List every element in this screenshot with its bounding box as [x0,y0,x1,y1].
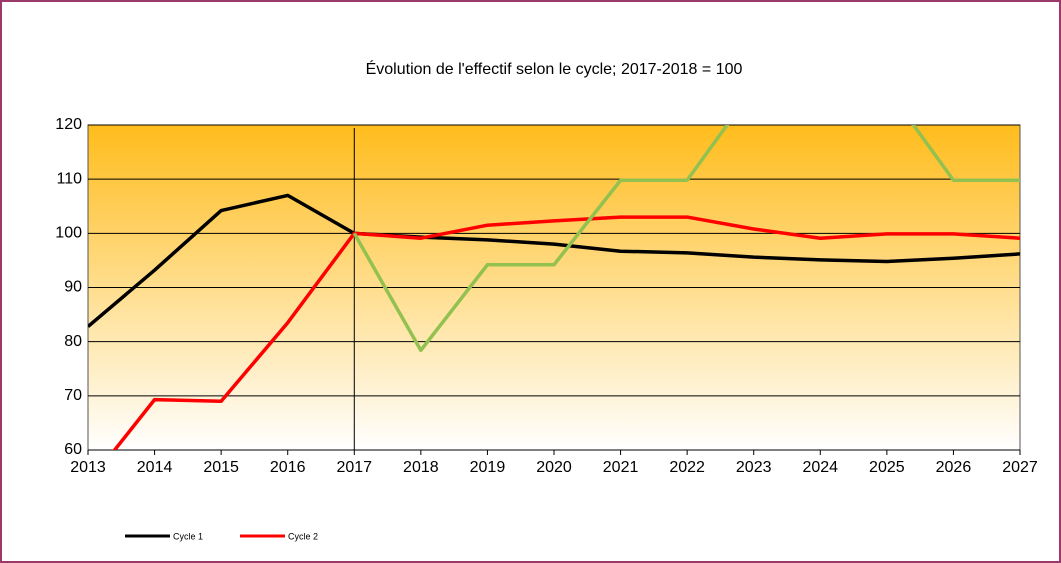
y-tick-label: 110 [56,170,82,187]
chart-title: Évolution de l'effectif selon le cycle; … [366,59,743,78]
x-tick-label: 2027 [1002,459,1038,476]
x-tick-label: 2023 [736,459,772,476]
y-tick-label: 90 [64,279,82,296]
series-line [352,125,1020,353]
y-tick-label: 60 [64,441,82,458]
x-tick-label: 2025 [869,459,905,476]
labels: 60 70 80 90 100 110 120 2013 2014 2015 2016 2017 201… [55,116,1038,541]
x-tick-label: 2021 [603,459,639,476]
x-tick-label: 2020 [536,459,572,476]
x-tick-label: 2018 [403,459,439,476]
x-tick-label: 2014 [137,459,173,476]
y-tick-label: 80 [64,333,82,350]
x-tick-label: 2013 [70,459,106,476]
x-tick-label: 2015 [203,459,239,476]
y-tick-label: 120 [55,116,82,133]
x-tick-label: 2016 [270,459,306,476]
series-line [88,193,1020,328]
legend-label: Cycle 1 [173,531,203,541]
x-tick-label: 2017 [336,459,372,476]
x-tick-label: 2026 [936,459,972,476]
y-tick-label: 100 [55,225,82,242]
series-line [112,215,1020,450]
x-tick-label: 2019 [470,459,506,476]
x-tick-label: 2022 [669,459,705,476]
lines [88,125,1020,450]
x-tick-label: 2024 [802,459,838,476]
legend-label: Cycle 2 [288,531,318,541]
y-tick-label: 70 [64,387,82,404]
grid [87,124,1021,455]
